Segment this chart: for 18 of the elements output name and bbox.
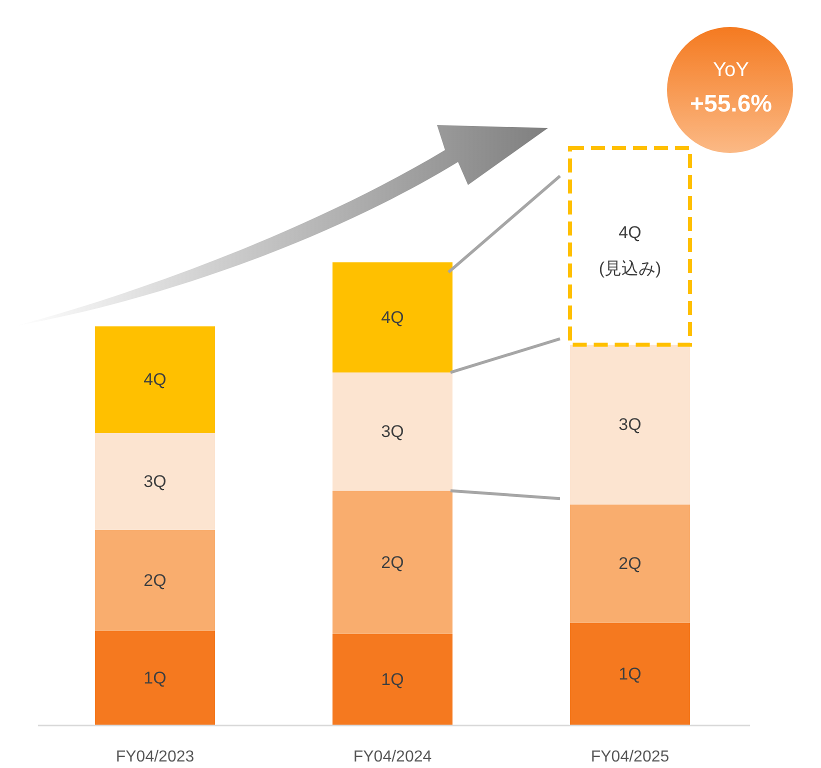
series-label: 1Q <box>381 670 404 689</box>
series-label: 4Q <box>144 370 166 390</box>
text: 3Q <box>381 422 404 442</box>
x-tick-label: FY04/2025 <box>590 748 670 766</box>
x-tick-label: FY04/2023 <box>116 748 194 766</box>
text: 4Q <box>618 222 642 242</box>
x-tick-label: FY04/2024 <box>353 748 432 766</box>
text: +55.6% <box>690 90 772 118</box>
series-label: 3Q <box>144 472 166 492</box>
text: YoY <box>713 59 749 81</box>
annotation: (見込み) <box>598 258 662 278</box>
text: 3Q <box>618 415 642 434</box>
text: 1Q <box>618 664 642 684</box>
text: 1Q <box>144 668 166 688</box>
text: 2Q <box>381 552 404 572</box>
series-label: 2Q <box>144 570 166 590</box>
text: 4Q <box>381 308 404 327</box>
text: 2Q <box>618 554 642 574</box>
